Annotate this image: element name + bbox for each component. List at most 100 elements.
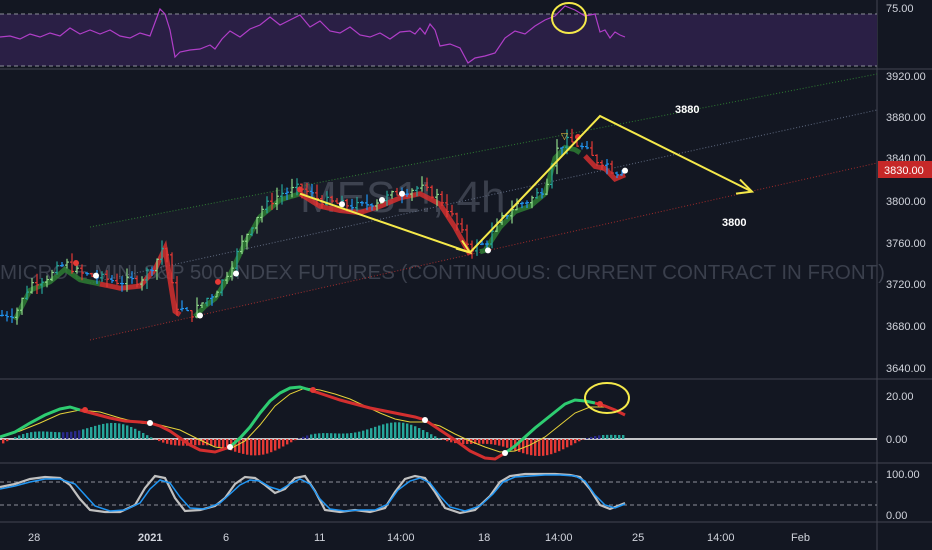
macd-histogram-bar [422,430,425,440]
macd-histogram-bar [158,439,161,442]
macd-cross-dot-5 [502,450,508,456]
macd-histogram-bar [490,439,493,445]
macd-histogram-bar [358,431,361,439]
macd-histogram-bar [534,439,537,456]
macd-histogram-bar [18,435,21,439]
macd-histogram-bar [234,439,237,452]
macd-histogram-bar [30,432,33,439]
macd-histogram-bar [350,433,353,440]
annotation-3880: 3880 [675,104,699,116]
macd-histogram-bar [266,439,269,454]
channel-middle-line [89,109,878,284]
macd-histogram-bar [38,431,41,439]
macd-histogram-bar [606,434,609,439]
time-axis: 28 2021 6 11 14:00 18 14:00 25 14:00 Feb [28,532,810,544]
macd-highlight-circle [584,382,630,414]
macd-histogram-bar [402,422,405,440]
macd-histogram-bar [138,430,141,440]
macd-histogram-bar [346,433,349,439]
macd-histogram-bar [278,439,281,449]
macd-histogram-bar [294,439,297,441]
stoch-tick-0: 0.00 [886,510,907,522]
macd-histogram-bar [78,430,81,440]
macd-histogram-bar [66,432,69,439]
macd-histogram-bar [386,423,389,439]
price-panel: 3880 3800 ▽ [0,73,878,341]
macd-histogram-bar [106,423,109,439]
macd-histogram-bar [70,431,73,440]
macd-histogram-bar [322,433,325,440]
time-tick-18: 18 [478,532,490,544]
trend-ribbon-segment-0 [12,266,101,321]
trend-ribbon-segment-4 [298,191,473,256]
price-tick-3920: 3920.00 [886,71,926,83]
macd-histogram-bar [130,426,133,439]
last-price-label: 3830.00 [884,165,924,177]
macd-cross-dot-4 [422,417,428,423]
macd-histogram-bar [190,439,193,446]
macd-histogram-bar [554,439,557,453]
macd-histogram-bar [26,432,29,440]
macd-histogram-bar [6,439,9,442]
macd-histogram-bar [62,432,65,440]
macd-histogram-bar [486,439,489,444]
macd-histogram-bar [118,423,121,440]
macd-histogram-bar [274,439,277,451]
macd-histogram-bar [170,439,173,445]
drawn-path-arrowhead [735,178,755,195]
macd-histogram-bar [302,436,305,439]
macd-histogram-bar [242,439,245,454]
time-tick-28: 28 [28,532,40,544]
macd-histogram-bar [366,429,369,439]
macd-histogram-bar [474,439,477,444]
macd-histogram-bar [238,439,241,453]
macd-histogram-bar [162,439,165,443]
macd-histogram-bar [146,435,149,439]
macd-histogram-bar [538,439,541,456]
macd-histogram-bar [478,439,481,444]
macd-histogram-bar [466,439,469,444]
macd-histogram-bar [582,439,585,440]
time-tick-1400-c: 14:00 [707,532,735,544]
macd-histogram-bar [46,431,49,440]
macd-histogram-bar [262,439,265,455]
macd-histogram-bar [562,439,565,450]
down-triangle-marker: ▽ [561,131,568,141]
price-marker-dot-8 [399,190,405,197]
drawn-path-line [299,114,753,254]
macd-panel [0,382,877,461]
time-tick-25: 25 [632,532,644,544]
macd-histogram-bar [218,439,221,448]
candles [0,128,624,325]
macd-histogram-bar [550,439,553,455]
macd-histogram-bar [318,433,321,440]
macd-histogram-bar [510,439,513,450]
price-marker-dot-2 [197,312,203,319]
macd-histogram-bar [414,426,417,439]
watermark-description: MICRO E-MINI S&P 500 INDEX FUTURES (CONT… [0,261,885,284]
macd-histogram-bar [182,439,185,446]
rsi-panel [0,2,877,67]
rsi-tick-75: 75.00 [886,3,914,15]
macd-histogram-bar [418,428,421,440]
price-tick-3800: 3800.00 [886,196,926,208]
macd-histogram-bar [522,439,525,454]
macd-histogram [2,422,625,456]
price-marker-dot-6 [339,201,345,208]
macd-histogram-bar [598,435,601,439]
last-price-badge [878,161,932,178]
price-marker-dot-5 [297,186,303,193]
stoch-k-line [0,472,626,515]
macd-histogram-bar [498,439,501,446]
stoch-tick-100: 100.00 [886,469,920,481]
time-tick-feb: Feb [791,532,810,544]
macd-histogram-bar [74,431,77,440]
macd-line-rising-3 [504,398,596,455]
macd-histogram-bar [210,439,213,446]
macd-histogram-bar [166,439,169,444]
drawn-path-arrowhead-mid [455,239,473,255]
annotation-3800: 3800 [722,217,746,229]
macd-histogram-bar [22,434,25,439]
macd-histogram-bar [426,432,429,440]
